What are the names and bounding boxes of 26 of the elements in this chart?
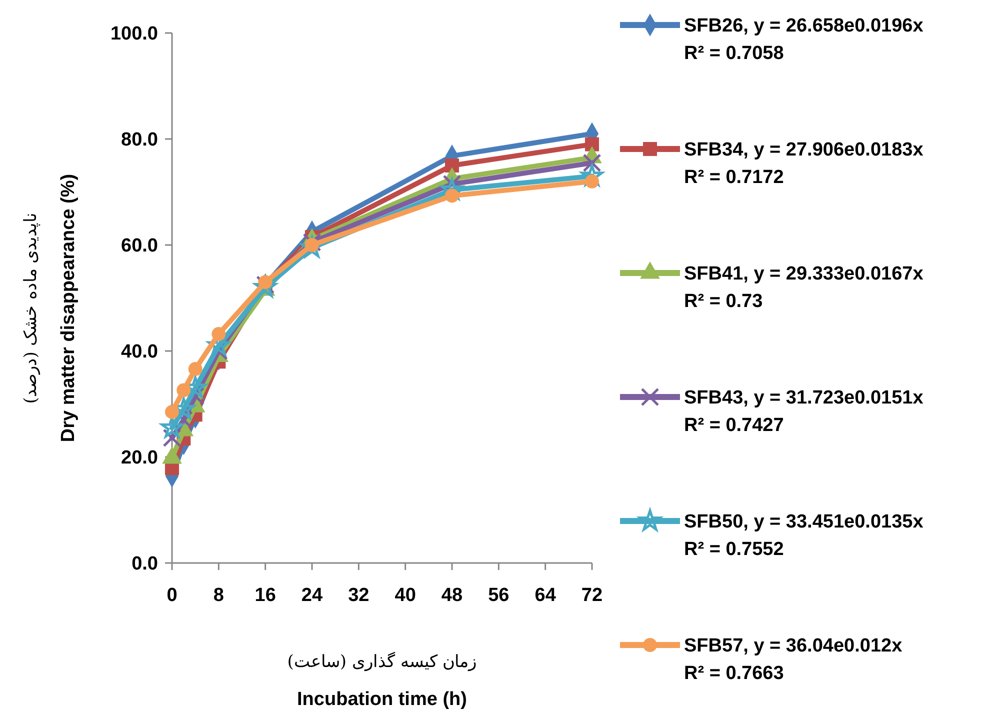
text: (ناپدیدی ماده خشک (درصد xyxy=(21,212,41,404)
x-tick-label: 40 xyxy=(394,585,416,606)
x-tick-label: 64 xyxy=(534,585,556,606)
legend-label: SFB43, y = 31.723e0.0151x R² = 0.7427 xyxy=(684,388,924,436)
x-tick-label: 48 xyxy=(441,585,463,606)
y-tick-label: 0.0 xyxy=(132,554,158,575)
y-tick-label: 60.0 xyxy=(121,236,158,257)
text: (زمان کیسه گذاری (ساعت xyxy=(287,651,477,672)
x-tick-label: 56 xyxy=(488,585,510,606)
x-tick-label: 72 xyxy=(581,585,603,606)
legend-label: SFB26, y = 26.658e0.0196x R² = 0.7058 xyxy=(684,16,924,64)
x-tick-label: 32 xyxy=(348,585,370,606)
y-tick-label: 40.0 xyxy=(121,342,158,363)
legend-label: SFB34, y = 27.906e0.0183x R² = 0.7172 xyxy=(684,140,924,188)
legend-label: SFB50, y = 33.451e0.0135x R² = 0.7552 xyxy=(684,512,924,560)
x-axis-title: Incubation time (h) xyxy=(297,689,467,710)
y-tick-label: 20.0 xyxy=(121,448,158,469)
legend-label: SFB41, y = 29.333e0.0167x R² = 0.73 xyxy=(684,264,924,312)
x-tick-label: 0 xyxy=(166,585,178,606)
y-tick-label: 80.0 xyxy=(121,130,158,151)
x-tick-label: 24 xyxy=(301,585,323,606)
x-tick-label: 16 xyxy=(254,585,276,606)
y-tick-label: 100.0 xyxy=(110,24,158,45)
x-tick-label: 8 xyxy=(213,585,224,606)
legend-label: SFB57, y = 36.04e0.012x R² = 0.7663 xyxy=(684,636,903,684)
y-axis-title: Dry matter disappearance (%) xyxy=(58,174,79,442)
